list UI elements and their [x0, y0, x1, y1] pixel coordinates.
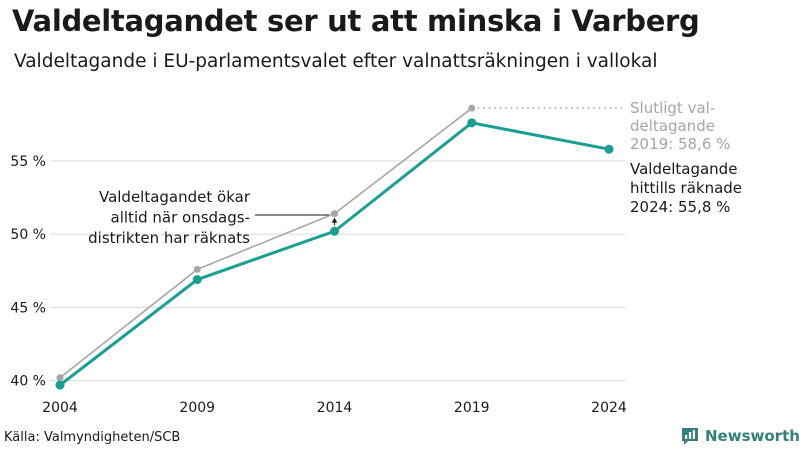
annotation-note: Valdeltagandet ökar alltid när onsdags-di… — [88, 188, 251, 247]
newsworthy-logo-icon — [682, 428, 698, 445]
data-point — [604, 144, 614, 154]
brand-logo: Newsworthy — [680, 425, 800, 447]
source-note: Källa: Valmyndigheten/SCB — [4, 430, 181, 445]
data-point — [468, 104, 476, 112]
x-tick-label: 2024 — [591, 400, 627, 416]
annotation-final-turnout: Slutligt val-deltagande 2019: 58,6 % — [630, 99, 730, 153]
y-axis-ticks: 40 % 45 % 50 % 55 % — [10, 154, 46, 390]
annotation-counted-turnout-line: hittills räknade — [630, 179, 742, 197]
y-tick-label: 55 % — [10, 154, 46, 170]
line-chart: 40 % 45 % 50 % 55 % 2004 2009 2014 2019 2024 Sl… — [10, 99, 742, 416]
y-tick-label: 40 % — [10, 374, 46, 390]
annotation-counted-turnout: Valdeltagande hittills räknade 2024: 55,8 … — [630, 160, 742, 216]
x-tick-label: 2009 — [179, 400, 215, 416]
y-tick-label: 45 % — [10, 300, 46, 316]
series-line — [58, 121, 611, 387]
annotations: Slutligt val-deltagande 2019: 58,6 % Valde… — [88, 99, 742, 247]
x-axis-ticks: 2004 2009 2014 2019 2024 — [42, 400, 627, 416]
data-point — [330, 226, 339, 236]
data-point — [331, 210, 338, 218]
x-tick-label: 2014 — [317, 400, 353, 416]
gridlines — [50, 160, 625, 382]
x-tick-label: 2019 — [454, 400, 490, 416]
y-tick-label: 50 % — [10, 227, 46, 243]
chart-subtitle: Valdeltagande i EU-parlamentsvalet efter… — [14, 51, 658, 72]
annotation-arrowhead — [331, 217, 338, 223]
annotation-counted-turnout-line: Valdeltagande — [630, 160, 737, 178]
data-point — [56, 374, 64, 382]
annotation-final-turnout-line: deltagande — [630, 117, 715, 135]
annotation-final-turnout-line: Slutligt val- — [630, 99, 715, 117]
x-tick-label: 2004 — [42, 400, 78, 416]
annotation-note-line: Valdeltagandet ökar — [99, 188, 251, 206]
series-line — [59, 107, 473, 379]
annotation-counted-turnout-line: 2024: 55,8 % — [630, 198, 730, 216]
chart-title: Valdeltagandet ser ut att minska i Varbe… — [12, 4, 700, 38]
data-point — [55, 380, 65, 390]
series — [55, 104, 614, 390]
brand-name: Newsworthy — [705, 427, 800, 445]
annotation-note-line: distrikten har räknats — [88, 229, 250, 247]
data-point — [467, 118, 477, 128]
data-point — [193, 265, 201, 273]
annotation-final-turnout-line: 2019: 58,6 % — [630, 135, 730, 153]
annotation-note-line: alltid när onsdags- — [111, 209, 250, 227]
data-point — [192, 275, 202, 285]
